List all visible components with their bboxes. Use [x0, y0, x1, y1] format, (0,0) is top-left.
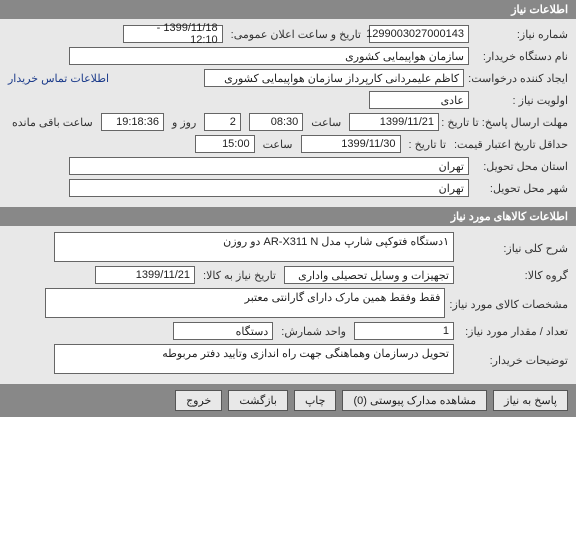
- goods-group-field: تجهیزات و وسایل تحصیلی واداری: [284, 266, 454, 284]
- bottom-toolbar: پاسخ به نیاز مشاهده مدارک پیوستی (0) چاپ…: [0, 384, 576, 417]
- validity-label: حداقل تاریخ اعتبار قیمت:: [454, 138, 568, 151]
- goods-title-label: شرح کلی نیاز:: [458, 240, 568, 255]
- time-label-1: ساعت: [307, 116, 345, 129]
- days-label: روز و: [168, 116, 200, 129]
- announce-field: 1399/11/18 - 12:10: [123, 25, 223, 43]
- province-field: تهران: [69, 157, 469, 175]
- need-number-field: 1299003027000143: [369, 25, 469, 43]
- deadline-label: مهلت ارسال پاسخ: تا تاریخ :: [443, 116, 568, 129]
- need-date-field: 1399/11/21: [95, 266, 195, 284]
- validity-date-label: تا تاریخ :: [405, 138, 450, 151]
- attachments-button[interactable]: مشاهده مدارک پیوستی (0): [342, 390, 487, 411]
- need-number-label: شماره نیاز:: [473, 28, 568, 41]
- goods-group-label: گروه کالا:: [458, 269, 568, 282]
- need-date-label: تاریخ نیاز به کالا:: [199, 269, 280, 282]
- announce-label: تاریخ و ساعت اعلان عمومی:: [227, 28, 365, 41]
- unit-label: واحد شمارش:: [277, 325, 350, 338]
- spec-field: فقط وفقط همین مارک دارای گارانتی معتبر: [45, 288, 445, 318]
- section-header-goods: اطلاعات کالاهای مورد نیاز: [0, 207, 576, 226]
- time-label-2: ساعت: [259, 138, 297, 151]
- goods-section: شرح کلی نیاز: ۱دستگاه فتوکپی شارپ مدل AR…: [0, 226, 576, 384]
- qty-label: تعداد / مقدار مورد نیاز:: [458, 325, 568, 338]
- days-field: 2: [204, 113, 241, 131]
- spec-label: مشخصات کالای مورد نیاز:: [449, 296, 568, 311]
- contact-buyer-link[interactable]: اطلاعات تماس خریدار: [8, 72, 109, 85]
- exit-button[interactable]: خروج: [175, 390, 222, 411]
- goods-title-field: ۱دستگاه فتوکپی شارپ مدل AR-X311 N دو روز…: [54, 232, 454, 262]
- info-section: شماره نیاز: 1299003027000143 تاریخ و ساع…: [0, 19, 576, 207]
- unit-field: دستگاه: [173, 322, 273, 340]
- buyer-field: سازمان هواپیمایی کشوری: [69, 47, 469, 65]
- qty-field: 1: [354, 322, 454, 340]
- back-button[interactable]: بازگشت: [228, 390, 288, 411]
- requester-field: کاظم علیمردانی کارپرداز سازمان هواپیمایی…: [204, 69, 464, 87]
- countdown-field: 19:18:36: [101, 113, 164, 131]
- remain-label: ساعت باقی مانده: [8, 116, 97, 129]
- respond-button[interactable]: پاسخ به نیاز: [493, 390, 568, 411]
- validity-time-field: 15:00: [195, 135, 255, 153]
- validity-date-field: 1399/11/30: [301, 135, 401, 153]
- city-label: شهر محل تحویل:: [473, 182, 568, 195]
- province-label: استان محل تحویل:: [473, 160, 568, 173]
- city-field: تهران: [69, 179, 469, 197]
- buyer-label: نام دستگاه خریدار:: [473, 50, 568, 63]
- requester-label: ایجاد کننده درخواست:: [468, 72, 568, 85]
- buyer-desc-field: تحویل درسازمان وهماهنگی جهت راه اندازی و…: [54, 344, 454, 374]
- buyer-desc-label: توضیحات خریدار:: [458, 352, 568, 367]
- deadline-date-field: 1399/11/21: [349, 113, 439, 131]
- deadline-time-field: 08:30: [249, 113, 303, 131]
- section-header-info: اطلاعات نیاز: [0, 0, 576, 19]
- print-button[interactable]: چاپ: [294, 390, 337, 411]
- priority-field: عادی: [369, 91, 469, 109]
- priority-label: اولویت نیاز :: [473, 94, 568, 107]
